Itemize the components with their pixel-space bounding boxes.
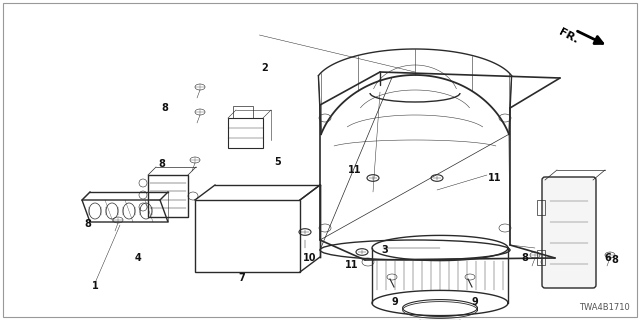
- Text: TWA4B1710: TWA4B1710: [579, 303, 630, 312]
- Text: 10: 10: [303, 253, 317, 263]
- Bar: [228, 118, 263, 148]
- Text: 8: 8: [159, 159, 165, 169]
- Text: 8: 8: [84, 219, 92, 229]
- Text: 11: 11: [345, 260, 359, 270]
- Text: 2: 2: [262, 63, 268, 73]
- Text: 1: 1: [92, 281, 99, 291]
- Text: FR.: FR.: [557, 27, 579, 45]
- Text: 8: 8: [161, 103, 168, 113]
- FancyBboxPatch shape: [542, 177, 596, 288]
- Text: 11: 11: [488, 173, 502, 183]
- Text: 6: 6: [605, 253, 611, 263]
- Bar: [195, 200, 300, 272]
- Bar: [148, 175, 188, 217]
- Text: 9: 9: [392, 297, 398, 307]
- Text: 5: 5: [275, 157, 282, 167]
- Text: 11: 11: [348, 165, 362, 175]
- Text: 3: 3: [381, 245, 388, 255]
- Bar: [233, 106, 253, 118]
- Bar: [537, 250, 545, 265]
- Text: 4: 4: [134, 253, 141, 263]
- Bar: [537, 200, 545, 215]
- Text: 7: 7: [239, 273, 245, 283]
- Text: 8: 8: [612, 255, 618, 265]
- Text: 9: 9: [472, 297, 478, 307]
- Text: 8: 8: [522, 253, 529, 263]
